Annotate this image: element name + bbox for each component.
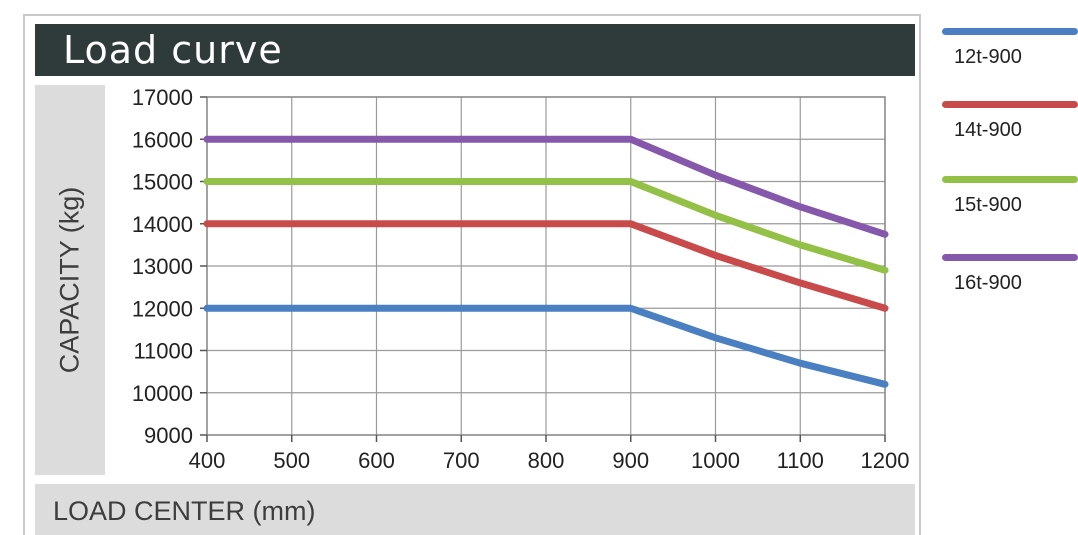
grid-lines: [206, 96, 886, 436]
x-tick-label: 1200: [861, 448, 910, 473]
y-axis-label-strip: [35, 85, 105, 475]
x-tick-label: 1000: [691, 448, 740, 473]
y-tick-label: 17000: [132, 85, 193, 110]
series-line: [203, 304, 889, 388]
legend-line: [942, 254, 1078, 261]
y-tick-label: 15000: [132, 170, 193, 195]
series-line: [203, 220, 889, 312]
x-tick-label: 1100: [777, 448, 824, 473]
y-tick-label: 14000: [132, 212, 193, 237]
legend-label: 14t-900: [954, 119, 1022, 141]
x-tick-label: 600: [358, 448, 395, 473]
title-bar: Load curve: [35, 24, 915, 76]
y-tick-label: 11000: [133, 339, 193, 364]
chart-title: Load curve: [63, 28, 283, 72]
x-tick-label: 700: [443, 448, 480, 473]
legend-line: [942, 176, 1078, 183]
series-line: [203, 178, 889, 274]
series-lines: [203, 135, 889, 388]
x-tick-label: 800: [528, 448, 565, 473]
y-tick-label: 12000: [132, 296, 193, 321]
legend-line: [942, 28, 1078, 35]
x-axis-label-strip: LOAD CENTER (mm): [35, 484, 915, 535]
x-tick-label: 500: [273, 448, 310, 473]
y-tick-label: 16000: [132, 127, 193, 152]
legend-label: 12t-900: [954, 46, 1022, 68]
y-tick-label: 10000: [132, 381, 193, 406]
series-line: [203, 135, 889, 238]
x-axis-label: LOAD CENTER (mm): [53, 496, 316, 526]
legend-line: [942, 101, 1078, 108]
x-tick-label: 400: [189, 448, 226, 473]
y-tick-label: 13000: [132, 254, 193, 279]
legend-label: 16t-900: [954, 272, 1022, 294]
y-tick-label: 9000: [144, 423, 193, 448]
axes: 400 500 600 700 800 900 1000 1100 1200 9000 10000 1…: [132, 85, 910, 473]
legend-label: 15t-900: [954, 194, 1022, 216]
x-tick-label: 900: [612, 448, 649, 473]
